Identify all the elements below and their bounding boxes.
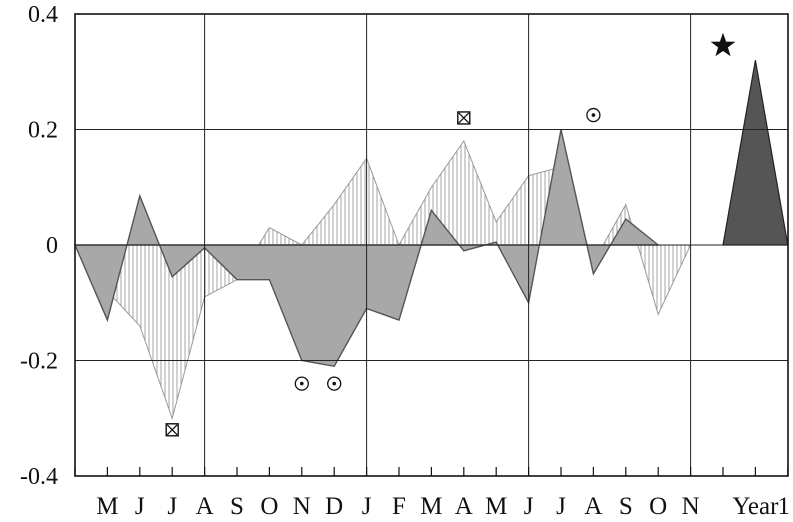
x-tick-label: A (196, 493, 214, 520)
x-tick-label: N (682, 493, 700, 520)
y-tick-label: -0.2 (20, 349, 58, 375)
x-tick-label: M (485, 493, 507, 520)
x-tick-label: A (455, 493, 473, 520)
dot-circle-icon (586, 107, 601, 123)
x-tick-label: J (362, 493, 372, 520)
dot-circle-icon (294, 376, 309, 391)
y-tick-label: 0 (46, 233, 58, 259)
boxed-x-stroke (166, 424, 178, 436)
dot-circle-icon (327, 376, 342, 391)
boxed-x-stroke (458, 112, 470, 124)
plot-area (73, 32, 789, 437)
x-tick-label: S (230, 493, 244, 520)
x-tick-label: J (135, 493, 145, 520)
x-tick-label: J (556, 493, 566, 520)
boxed-x-icon (457, 111, 471, 125)
x-tick-label: M (420, 493, 442, 520)
star-icon (710, 32, 736, 57)
year-peak-area (722, 60, 789, 246)
y-tick-label: -0.4 (20, 464, 58, 490)
dot-circle-center (591, 113, 596, 117)
x-tick-label-year: Year (732, 493, 779, 520)
x-tick-label-trailing: 1 (778, 493, 791, 520)
x-tick-label: D (325, 493, 343, 520)
x-tick-label: J (524, 493, 534, 520)
x-tick-label: N (293, 493, 311, 520)
axes: 0.40.20-0.2-0.4M J J A S O N D J F M A M J J A S O N Year 1 (20, 2, 790, 520)
x-tick-label: M (96, 493, 118, 520)
x-tick-label: S (619, 493, 633, 520)
x-tick-label: O (260, 493, 278, 520)
dot-circle-center (332, 381, 337, 386)
dot-circle-center (300, 381, 304, 386)
x-tick-label: A (584, 493, 602, 520)
boxed-x-icon (165, 423, 179, 437)
x-tick-label: O (649, 493, 667, 520)
y-tick-label: 0.2 (28, 118, 58, 144)
y-tick-label: 0.4 (28, 2, 58, 28)
x-tick-label: F (392, 493, 406, 520)
x-tick-label: J (167, 493, 177, 520)
